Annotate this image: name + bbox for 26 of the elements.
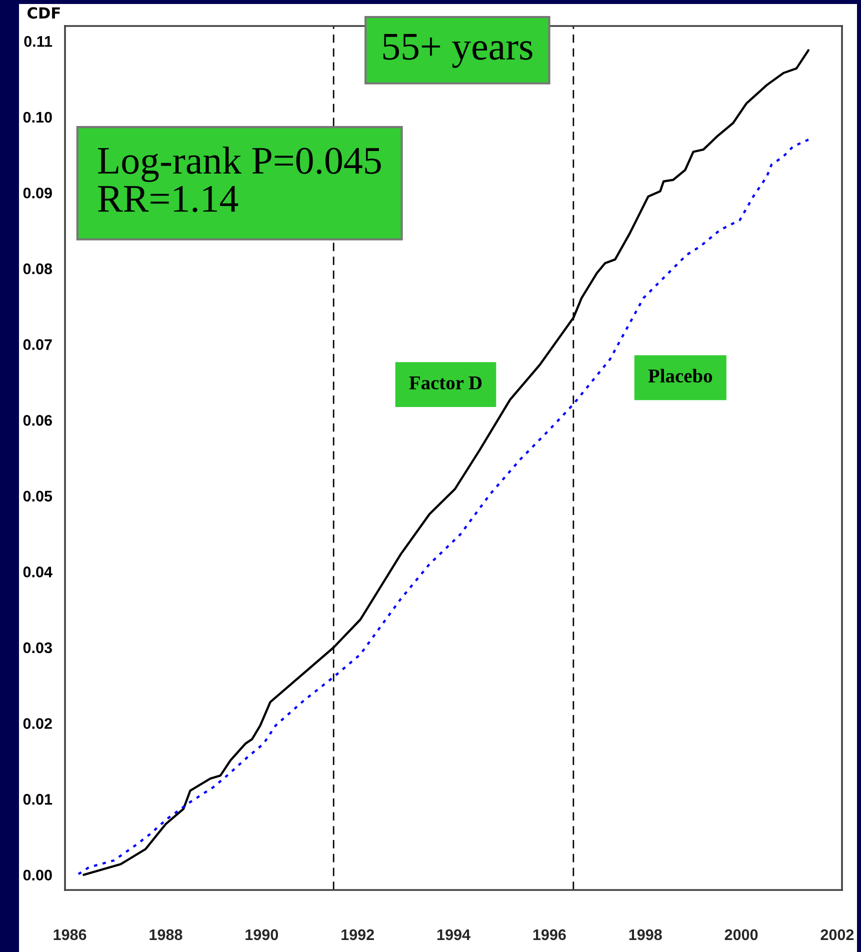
- y-tick-label: 0.06: [23, 414, 52, 426]
- y-tick-label: 0.02: [23, 718, 52, 729]
- x-tick-label: 1994: [437, 929, 470, 940]
- y-tick-label: 0.03: [23, 642, 52, 654]
- x-tick-label: 1996: [533, 929, 566, 940]
- y-tick-label: 0.10: [23, 112, 52, 123]
- x-tick-label: 1986: [54, 929, 86, 940]
- y-tick-label: 0.05: [23, 490, 52, 502]
- y-tick-label: 0.08: [23, 263, 52, 274]
- y-tick-label: 0.00: [23, 870, 52, 881]
- series-label: Factor D: [409, 376, 482, 390]
- series-label: Placebo: [648, 368, 712, 383]
- y-tick-label: 0.04: [23, 566, 52, 578]
- y-tick-label: 0.01: [23, 794, 52, 805]
- x-tick-label: 2002: [820, 929, 854, 940]
- annotation: Log-rank P=0.045 RR=1.14: [98, 146, 381, 212]
- x-tick-label: 1990: [246, 929, 278, 940]
- y-tick-label: 0.09: [23, 188, 52, 198]
- x-tick-label: 1998: [629, 929, 662, 940]
- x-tick-label: 1992: [342, 929, 374, 940]
- y-axis-title: CDF: [28, 7, 60, 19]
- y-tick-label: 0.11: [24, 36, 52, 47]
- x-tick-label: 2000: [724, 929, 758, 940]
- y-tick-label: 0.07: [23, 339, 52, 350]
- x-tick-label: 1988: [150, 929, 182, 940]
- chart-title: 55+ years: [383, 34, 532, 68]
